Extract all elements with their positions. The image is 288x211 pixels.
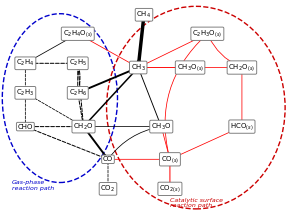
- Text: CH$_3$O$_{(s)}$: CH$_3$O$_{(s)}$: [177, 62, 204, 73]
- Text: Catalytic surface
reaction path: Catalytic surface reaction path: [170, 198, 223, 208]
- Text: CH$_2$O: CH$_2$O: [73, 122, 94, 132]
- Text: C$_2$H$_3$O$_{(s)}$: C$_2$H$_3$O$_{(s)}$: [192, 28, 223, 39]
- Text: CH$_4$: CH$_4$: [137, 10, 151, 20]
- Text: C$_2$H$_4$O$_{(s)}$: C$_2$H$_4$O$_{(s)}$: [62, 28, 93, 39]
- Text: C$_2$H$_5$: C$_2$H$_5$: [69, 58, 87, 68]
- Text: CO: CO: [103, 156, 113, 162]
- Text: CO$_{(s)}$: CO$_{(s)}$: [161, 154, 179, 165]
- Text: CO$_{2(s)}$: CO$_{2(s)}$: [159, 183, 181, 194]
- Text: CH$_2$O$_{(s)}$: CH$_2$O$_{(s)}$: [228, 62, 255, 73]
- Text: CH$_3$O: CH$_3$O: [151, 122, 172, 132]
- Text: CH$_3$: CH$_3$: [131, 62, 146, 73]
- Text: C$_2$H$_3$: C$_2$H$_3$: [16, 88, 35, 98]
- Text: C$_2$H$_4$: C$_2$H$_4$: [16, 58, 35, 68]
- Text: C$_2$H$_6$: C$_2$H$_6$: [69, 88, 87, 98]
- Text: CHO: CHO: [18, 124, 33, 130]
- Text: Gas-phase
reaction path: Gas-phase reaction path: [12, 180, 54, 191]
- Text: CO$_2$: CO$_2$: [101, 184, 115, 194]
- Text: HCO$_{(s)}$: HCO$_{(s)}$: [230, 121, 254, 132]
